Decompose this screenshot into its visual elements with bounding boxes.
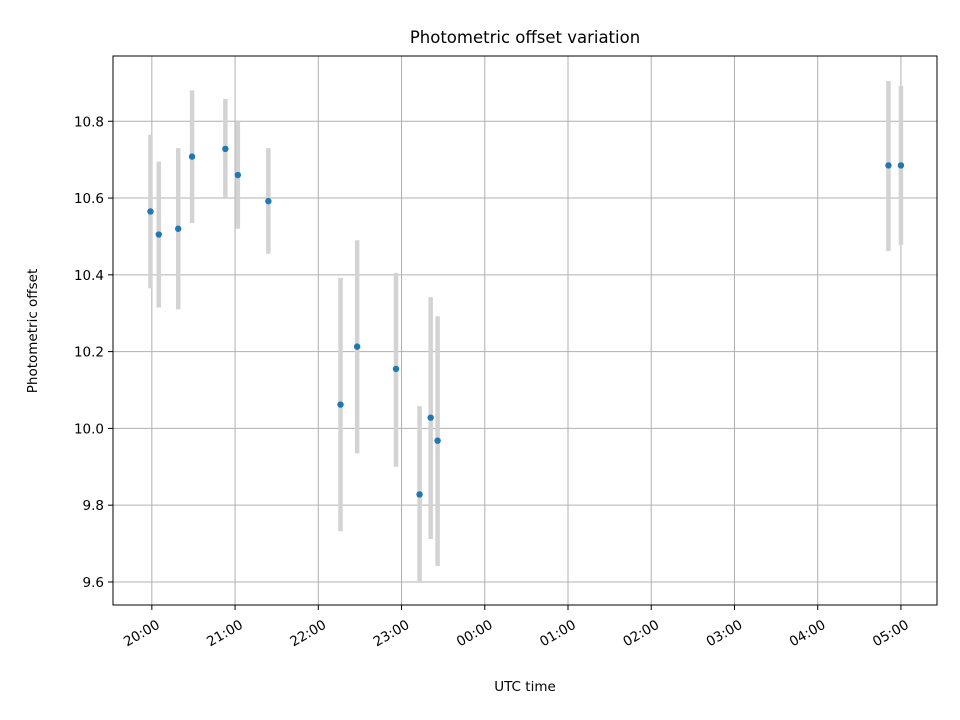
data-point [416,491,423,498]
grid-lines [113,56,937,605]
y-tick-label: 9.6 [83,575,104,591]
data-point [174,225,182,232]
data-points [147,145,905,498]
error-bars [148,80,904,582]
x-tick-label: 23:00 [371,617,413,650]
y-axis-label: Photometric offset [25,269,41,393]
x-tick-label: 22:00 [287,617,329,650]
axis-ticks: 20:00 21:00 22:00 23:00 00:00 01:00 02:00 03:00… [74,114,912,650]
x-axis-label: UTC time [494,679,556,695]
x-tick-label: 21:00 [204,617,246,650]
data-point [434,437,441,444]
x-tick-label: 03:00 [704,617,746,650]
data-point [234,171,242,179]
x-tick-label: 01:00 [537,617,579,650]
y-tick-label: 10.4 [74,268,104,284]
data-point [885,162,892,169]
y-tick-label: 10.8 [74,114,104,130]
plot-area-frame [112,55,938,606]
y-tick-label: 10.0 [74,421,104,437]
x-tick-label: 02:00 [620,617,662,650]
x-tick-label: 00:00 [454,617,496,650]
data-point [897,162,905,169]
data-point [147,208,154,215]
y-tick-label: 9.8 [83,498,104,514]
data-point [337,401,344,408]
chart-title: Photometric offset variation [410,28,640,47]
data-point [353,343,361,350]
data-point [188,153,196,160]
x-tick-label: 05:00 [870,617,912,650]
x-tick-label: 20:00 [121,617,163,650]
data-point [155,231,162,238]
data-point [392,365,400,373]
data-point [265,197,272,205]
x-tick-label: 04:00 [787,617,829,650]
data-point [222,145,229,153]
data-point [427,414,434,421]
y-tick-label: 10.6 [74,191,104,207]
y-tick-label: 10.2 [74,345,104,361]
